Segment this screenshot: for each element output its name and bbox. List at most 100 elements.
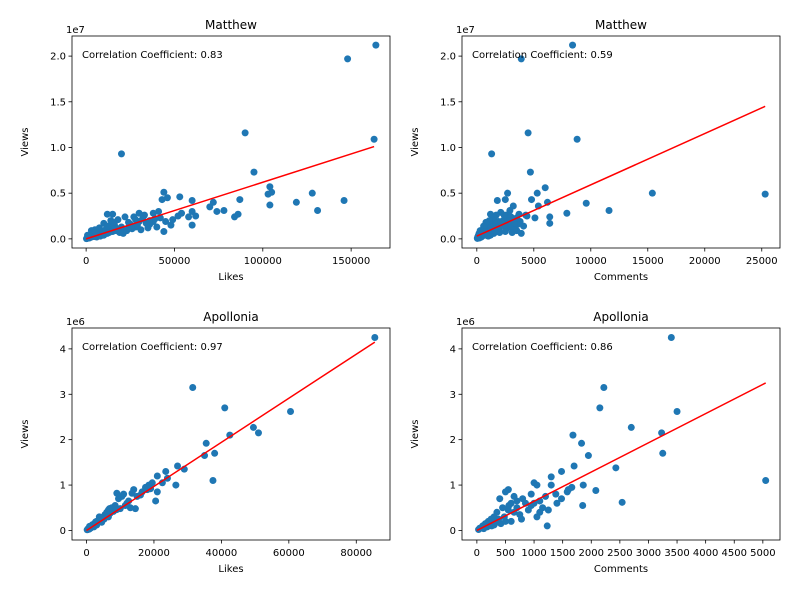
scatter-point: [505, 502, 513, 509]
y-tick-label: 2.0: [50, 52, 66, 63]
regression-line: [86, 341, 376, 532]
scatter-point: [533, 189, 541, 197]
scatter-point: [761, 190, 769, 198]
scatter-point: [234, 210, 242, 218]
y-tick-label: 1: [450, 481, 456, 492]
x-tick-label: 40000: [205, 548, 237, 559]
scatter-point: [473, 234, 481, 242]
x-tick-label: 1500: [550, 548, 575, 559]
chart-panel-apollonia-comments: 0 500 1000 1500 2000 2500 3000 3500 4000 4500 5000…: [410, 310, 781, 575]
scatter-point: [153, 472, 161, 480]
scatter-point: [249, 423, 257, 431]
scatter-point: [501, 196, 509, 204]
scatter-point: [163, 194, 171, 202]
regression-line: [85, 145, 375, 240]
scatter-point: [513, 497, 521, 505]
scatter-point: [128, 489, 136, 497]
scatter-point: [531, 214, 539, 222]
scatter-point: [569, 431, 577, 439]
scatter-point: [520, 222, 528, 230]
scatter-point: [508, 228, 516, 236]
scatter-point: [582, 199, 590, 207]
plot-frame: [461, 327, 781, 541]
y-tick-label: 1.5: [440, 97, 456, 108]
scatter-point: [600, 383, 608, 391]
scatter-point: [103, 210, 111, 218]
scatter-point: [125, 497, 133, 505]
scatter-point: [493, 196, 501, 204]
scatter-point: [547, 481, 555, 489]
scatter-point: [103, 222, 111, 230]
chart-title: Apollonia: [203, 310, 258, 324]
scatter-point: [115, 495, 123, 503]
y-tick-label: 3: [450, 390, 456, 401]
scatter-point: [185, 213, 193, 221]
x-tick-label: 10000: [575, 256, 607, 267]
scatter-point: [172, 481, 180, 489]
scatter-point: [547, 473, 555, 481]
scatter-point: [121, 213, 129, 221]
scatter-point: [673, 408, 681, 416]
scatter-point: [264, 190, 272, 198]
scatter-point: [605, 207, 613, 215]
scatter-point: [153, 223, 161, 231]
scatter-point: [612, 464, 620, 472]
scatter-point: [250, 168, 258, 176]
scatter-point: [648, 189, 656, 197]
x-axis-label: Comments: [594, 564, 648, 575]
x-tick-label: 0: [474, 548, 480, 559]
correlation-annotation: Correlation Coefficient: 0.59: [472, 50, 613, 61]
scatter-point: [558, 495, 566, 503]
scatter-point: [500, 211, 508, 219]
x-tick-label: 50000: [159, 256, 191, 267]
y-tick-label: 4: [450, 344, 456, 355]
scatter-point: [370, 135, 378, 143]
y-axis-label: Views: [20, 420, 31, 449]
scatter-point: [162, 467, 170, 475]
x-tick-label: 60000: [273, 548, 305, 559]
y-tick-label: 1.0: [440, 143, 456, 154]
x-axis-label: Likes: [218, 272, 243, 283]
x-tick-label: 3500: [664, 548, 689, 559]
scatter-point: [579, 481, 587, 489]
x-tick-label: 150000: [332, 256, 370, 267]
scatter-point: [160, 228, 168, 236]
y-tick-label: 0.0: [440, 234, 456, 245]
plot-frame: [71, 327, 391, 541]
scatter-point: [510, 219, 518, 227]
scatter-point: [287, 408, 295, 416]
x-tick-label: 3000: [636, 548, 661, 559]
y-tick-label: 1: [60, 481, 66, 492]
scatter-point: [221, 404, 229, 412]
y-tick-label: 2: [60, 435, 66, 446]
y-tick-label: 0: [60, 526, 66, 537]
scatter-point: [135, 209, 143, 217]
x-tick-label: 5000: [521, 256, 546, 267]
scatter-point: [132, 216, 140, 224]
scatter-point: [149, 209, 157, 217]
scatter-point: [558, 467, 566, 475]
y-tick-label: 4: [60, 344, 66, 355]
x-tick-label: 15000: [632, 256, 664, 267]
scatter-point: [236, 196, 244, 204]
y-tick-label: 1.0: [50, 143, 66, 154]
scatter-point: [105, 505, 113, 513]
scatter-point: [158, 479, 166, 487]
scatter-point: [314, 207, 322, 215]
scatter-point: [189, 383, 197, 391]
scatter-point: [569, 41, 577, 49]
scatter-point: [266, 183, 274, 191]
plot-frame: [461, 35, 781, 249]
x-axis-label: Likes: [218, 564, 243, 575]
scatter-point: [155, 207, 163, 215]
scatter-point: [517, 515, 525, 523]
scatter-point: [371, 334, 379, 342]
x-tick-label: 4500: [722, 548, 747, 559]
scatter-point: [552, 490, 560, 498]
y-tick-label: 2: [450, 435, 456, 446]
scatter-point: [579, 502, 587, 509]
scatter-point: [541, 184, 549, 192]
x-tick-label: 1000: [521, 548, 546, 559]
scatter-point: [526, 168, 534, 176]
scatter-point: [507, 517, 515, 525]
